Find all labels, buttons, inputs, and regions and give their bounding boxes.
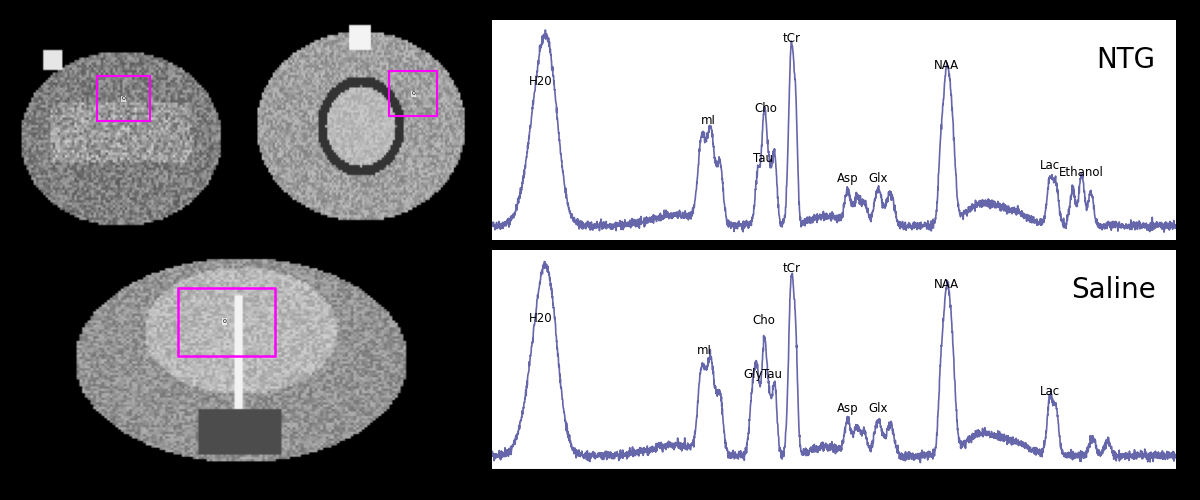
Text: H20: H20: [529, 312, 552, 325]
Text: Gly: Gly: [744, 368, 763, 380]
Text: NTG: NTG: [1097, 46, 1156, 74]
Bar: [178, 288, 275, 356]
Text: mI: mI: [697, 344, 713, 358]
Text: Lac: Lac: [1039, 386, 1060, 398]
Bar: [97, 76, 150, 121]
Text: Cho: Cho: [754, 102, 778, 115]
Text: NAA: NAA: [934, 59, 959, 72]
Text: Lac: Lac: [1039, 159, 1060, 172]
Text: Asp: Asp: [836, 172, 858, 184]
Text: 0: 0: [412, 91, 415, 96]
Text: Ethanol: Ethanol: [1060, 166, 1104, 179]
Text: Tau: Tau: [752, 152, 773, 165]
Text: Cho: Cho: [752, 314, 775, 327]
Text: 0: 0: [121, 96, 126, 101]
Text: mI: mI: [701, 114, 715, 128]
Text: Tau: Tau: [762, 368, 781, 380]
Text: 0: 0: [223, 319, 227, 324]
Text: tCr: tCr: [782, 262, 800, 275]
Text: Glx: Glx: [869, 402, 888, 414]
Text: Asp: Asp: [836, 402, 858, 414]
Bar: [390, 71, 438, 116]
Text: Glx: Glx: [869, 172, 888, 184]
X-axis label: ppm: ppm: [1172, 488, 1200, 500]
Text: H20: H20: [529, 75, 552, 88]
Text: NAA: NAA: [934, 278, 959, 291]
Text: Saline: Saline: [1070, 276, 1156, 304]
Text: tCr: tCr: [782, 32, 800, 45]
